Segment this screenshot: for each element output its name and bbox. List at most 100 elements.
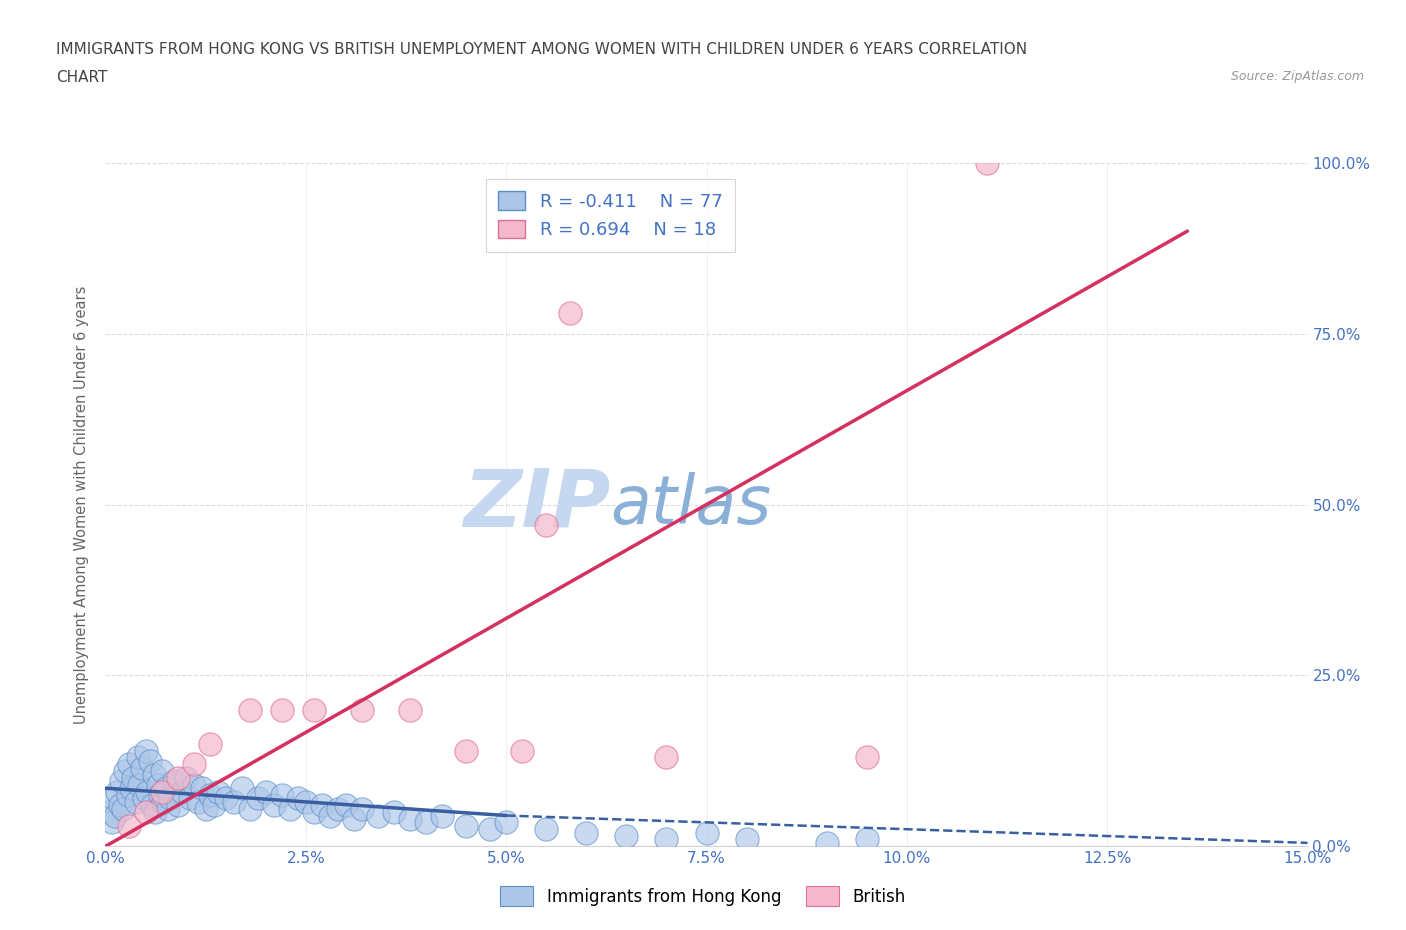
Point xyxy=(231,781,253,796)
Point xyxy=(104,808,127,823)
Text: ZIP: ZIP xyxy=(463,466,610,543)
Point xyxy=(162,774,184,789)
Point xyxy=(198,788,221,803)
Point xyxy=(108,798,131,813)
Point xyxy=(855,750,877,764)
Point xyxy=(302,702,325,717)
Point xyxy=(127,750,149,764)
Point xyxy=(350,802,373,817)
Y-axis label: Unemployment Among Women with Children Under 6 years: Unemployment Among Women with Children U… xyxy=(75,286,90,724)
Point xyxy=(287,791,309,806)
Point xyxy=(430,808,453,823)
Point xyxy=(976,155,998,170)
Text: IMMIGRANTS FROM HONG KONG VS BRITISH UNEMPLOYMENT AMONG WOMEN WITH CHILDREN UNDE: IMMIGRANTS FROM HONG KONG VS BRITISH UNE… xyxy=(56,42,1028,57)
Point xyxy=(112,802,135,817)
Point xyxy=(311,798,333,813)
Point xyxy=(207,784,229,799)
Point xyxy=(534,518,557,533)
Point xyxy=(302,804,325,819)
Point xyxy=(222,794,245,809)
Point xyxy=(103,791,125,806)
Point xyxy=(155,781,177,796)
Point xyxy=(174,770,197,785)
Point xyxy=(214,791,236,806)
Point xyxy=(319,808,342,823)
Point xyxy=(246,791,269,806)
Point xyxy=(125,794,148,809)
Point xyxy=(101,815,124,830)
Point xyxy=(132,791,155,806)
Point xyxy=(534,822,557,837)
Point xyxy=(367,808,389,823)
Point xyxy=(815,835,838,850)
Point xyxy=(118,818,141,833)
Text: Source: ZipAtlas.com: Source: ZipAtlas.com xyxy=(1230,70,1364,83)
Point xyxy=(118,757,141,772)
Point xyxy=(131,760,153,775)
Point xyxy=(187,794,209,809)
Point xyxy=(239,802,262,817)
Point xyxy=(198,737,221,751)
Point xyxy=(696,825,718,840)
Point xyxy=(270,788,292,803)
Point xyxy=(183,757,205,772)
Point xyxy=(146,777,169,792)
Point xyxy=(142,767,165,782)
Legend: Immigrants from Hong Kong, British: Immigrants from Hong Kong, British xyxy=(494,880,912,912)
Point xyxy=(107,784,129,799)
Point xyxy=(122,770,145,785)
Point xyxy=(166,770,188,785)
Point xyxy=(350,702,373,717)
Point xyxy=(120,781,142,796)
Point xyxy=(382,804,405,819)
Point xyxy=(560,306,582,321)
Point xyxy=(278,802,301,817)
Point xyxy=(117,788,139,803)
Point xyxy=(150,764,173,778)
Point xyxy=(156,802,179,817)
Point xyxy=(135,743,157,758)
Point xyxy=(159,791,181,806)
Point xyxy=(128,777,150,792)
Point xyxy=(141,798,163,813)
Point xyxy=(239,702,262,717)
Point xyxy=(138,753,160,768)
Point xyxy=(150,784,173,799)
Point xyxy=(415,815,437,830)
Point xyxy=(575,825,598,840)
Point xyxy=(114,764,136,778)
Point xyxy=(343,812,366,827)
Point xyxy=(855,832,877,847)
Point xyxy=(326,802,349,817)
Text: CHART: CHART xyxy=(56,70,108,85)
Point xyxy=(399,702,422,717)
Point xyxy=(616,829,638,844)
Point xyxy=(170,784,193,799)
Point xyxy=(143,804,166,819)
Point xyxy=(335,798,357,813)
Point xyxy=(166,798,188,813)
Point xyxy=(510,743,533,758)
Point xyxy=(270,702,292,717)
Point xyxy=(495,815,517,830)
Point xyxy=(202,798,225,813)
Point xyxy=(110,774,132,789)
Point xyxy=(135,804,157,819)
Point xyxy=(655,750,678,764)
Point xyxy=(149,788,172,803)
Point xyxy=(295,794,318,809)
Text: atlas: atlas xyxy=(610,472,772,538)
Point xyxy=(399,812,422,827)
Point xyxy=(263,798,285,813)
Point xyxy=(655,832,678,847)
Point xyxy=(183,777,205,792)
Point xyxy=(735,832,758,847)
Point xyxy=(98,804,121,819)
Point xyxy=(254,784,277,799)
Point xyxy=(179,791,201,806)
Point xyxy=(456,818,478,833)
Point xyxy=(136,784,159,799)
Point xyxy=(152,794,174,809)
Legend: R = -0.411    N = 77, R = 0.694    N = 18: R = -0.411 N = 77, R = 0.694 N = 18 xyxy=(485,179,735,252)
Point xyxy=(194,802,217,817)
